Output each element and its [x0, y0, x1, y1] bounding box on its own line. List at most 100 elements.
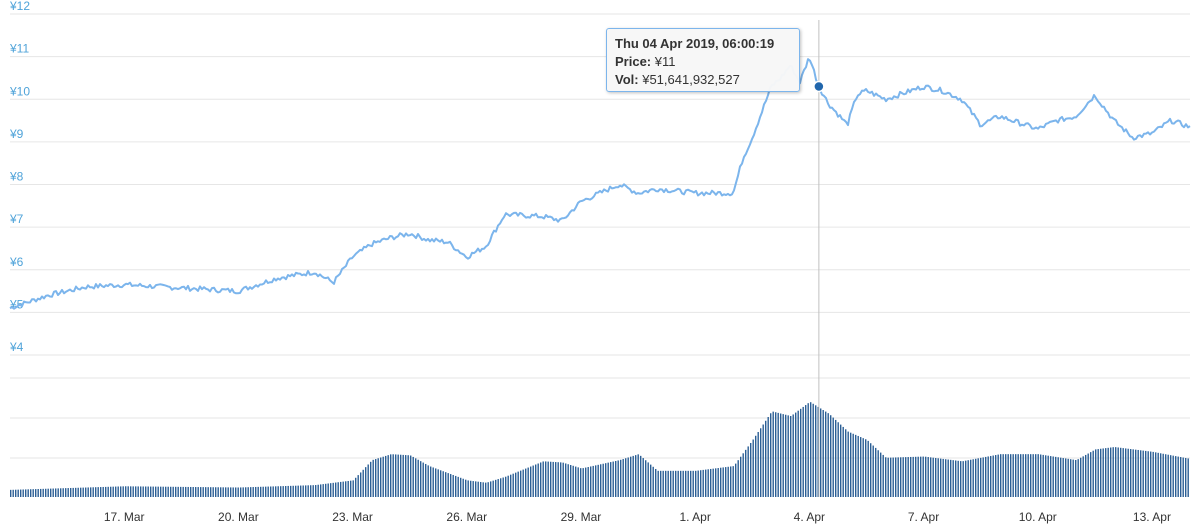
- volume-bar: [172, 486, 174, 497]
- volume-bar: [145, 486, 147, 497]
- volume-bar: [740, 456, 742, 497]
- volume-bar: [722, 467, 724, 497]
- x-tick-label: 23. Mar: [332, 510, 373, 524]
- volume-bar: [587, 467, 589, 497]
- volume-bar: [395, 454, 397, 497]
- volume-bar: [950, 459, 952, 497]
- volume-bar: [50, 488, 52, 497]
- volume-bar: [525, 468, 527, 497]
- volume-bar: [662, 470, 664, 497]
- volume-bar: [650, 464, 652, 497]
- volume-bar: [752, 439, 754, 497]
- volume-bar: [965, 460, 967, 497]
- tooltip-vol-row: Vol: ¥51,641,932,527: [615, 71, 791, 89]
- volume-bar: [477, 481, 479, 497]
- volume-bar: [895, 457, 897, 497]
- volume-bar: [337, 482, 339, 497]
- volume-bar: [95, 487, 97, 497]
- volume-bar: [55, 488, 57, 497]
- volume-bar: [897, 457, 899, 497]
- volume-bar: [147, 486, 149, 497]
- volume-bar: [555, 462, 557, 497]
- volume-bar: [462, 478, 464, 497]
- volume-bar: [967, 460, 969, 497]
- volume-bar: [385, 455, 387, 497]
- volume-bar: [575, 466, 577, 497]
- volume-bar: [272, 486, 274, 497]
- volume-bar: [292, 485, 294, 497]
- volume-bar: [515, 472, 517, 497]
- volume-bar: [767, 417, 769, 497]
- volume-bar: [760, 428, 762, 497]
- volume-bar: [97, 487, 99, 497]
- volume-bar: [407, 455, 409, 497]
- volume-bar: [67, 488, 69, 497]
- volume-bar: [1112, 447, 1114, 497]
- volume-bar: [930, 457, 932, 497]
- volume-bar: [437, 469, 439, 497]
- volume-bar: [12, 489, 14, 497]
- volume-bar: [222, 487, 224, 497]
- volume-bar: [1117, 447, 1119, 497]
- volume-bar: [517, 471, 519, 497]
- volume-bar: [1145, 450, 1147, 497]
- volume-bar: [972, 459, 974, 497]
- volume-bar: [327, 483, 329, 497]
- volume-bar: [435, 468, 437, 497]
- volume-bar: [1005, 454, 1007, 497]
- volume-bar: [660, 470, 662, 497]
- volume-bar: [1047, 455, 1049, 497]
- volume-bar: [682, 470, 684, 497]
- volume-bar: [1187, 458, 1189, 497]
- volume-bar: [687, 470, 689, 497]
- price-line: [9, 58, 1191, 310]
- volume-bar: [1062, 458, 1064, 497]
- volume-bar: [175, 486, 177, 497]
- volume-bar: [202, 487, 204, 497]
- volume-bar: [852, 433, 854, 497]
- volume-bar: [540, 462, 542, 497]
- volume-bar: [1000, 454, 1002, 497]
- volume-bar: [427, 465, 429, 497]
- volume-bar: [502, 477, 504, 497]
- tooltip-vol-label: Vol:: [615, 72, 639, 87]
- volume-bar: [82, 487, 84, 497]
- volume-bar: [470, 480, 472, 497]
- volume-bar: [1097, 449, 1099, 497]
- volume-bar: [755, 435, 757, 497]
- volume-bar: [1080, 457, 1082, 497]
- volume-bar: [370, 461, 372, 497]
- volume-bar: [390, 454, 392, 497]
- volume-bar: [1085, 454, 1087, 497]
- volume-bar: [1137, 449, 1139, 497]
- tooltip-vol-value: ¥51,641,932,527: [642, 72, 740, 87]
- price-y-tick-label: ¥7: [9, 212, 24, 226]
- volume-bar: [1102, 448, 1104, 497]
- volume-bar: [985, 456, 987, 497]
- volume-bar: [537, 463, 539, 497]
- volume-bar: [720, 467, 722, 497]
- volume-bar: [1157, 452, 1159, 497]
- volume-bar: [512, 473, 514, 497]
- tooltip-price-value: ¥11: [654, 54, 676, 69]
- volume-bar: [642, 458, 644, 497]
- volume-bar: [572, 465, 574, 497]
- volume-bar: [332, 482, 334, 497]
- volume-bar: [262, 486, 264, 497]
- volume-bar: [250, 487, 252, 497]
- volume-bar: [32, 489, 34, 497]
- volume-bar: [655, 468, 657, 497]
- hover-point-marker[interactable]: [813, 80, 825, 93]
- volume-bar: [945, 459, 947, 497]
- volume-bar: [1010, 454, 1012, 497]
- volume-bar: [707, 469, 709, 497]
- volume-bar: [160, 486, 162, 497]
- volume-bar: [775, 412, 777, 497]
- volume-bar: [970, 459, 972, 497]
- volume-bar: [65, 488, 67, 497]
- volume-bar: [255, 486, 257, 497]
- volume-bar: [355, 477, 357, 497]
- volume-bar: [1040, 454, 1042, 497]
- volume-bar: [377, 458, 379, 497]
- volume-bar: [1075, 459, 1077, 497]
